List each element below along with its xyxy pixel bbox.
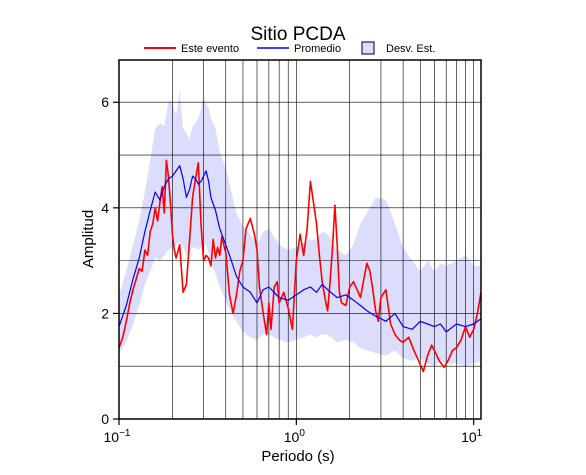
x-axis-label: Periodo (s) (261, 448, 334, 465)
legend-event-label: Este evento (181, 43, 239, 55)
plot-frame (118, 59, 482, 420)
y-tick-label: 2 (101, 305, 109, 321)
x-tick-label: 101 (461, 428, 483, 445)
plot-area: 10−1 100 101 0 2 4 6 (101, 59, 483, 445)
y-axis-label: Amplitud (80, 210, 97, 268)
event-series-line (119, 159, 481, 373)
legend-std-label: Desv. Est. (386, 43, 435, 55)
x-tick-label: 100 (284, 428, 306, 445)
std-band (119, 91, 481, 367)
legend: Este evento Promedio Desv. Est. (144, 41, 435, 55)
legend-mean-label: Promedio (294, 43, 341, 55)
legend-std-swatch (361, 41, 375, 55)
y-tick-label: 6 (101, 94, 109, 110)
x-tick-label: 10−1 (104, 428, 131, 445)
chart-title: Sitio PCDA (250, 24, 345, 45)
y-tick-label: 4 (101, 200, 109, 216)
mean-series-line (119, 165, 481, 333)
y-tick-label: 0 (101, 411, 109, 427)
